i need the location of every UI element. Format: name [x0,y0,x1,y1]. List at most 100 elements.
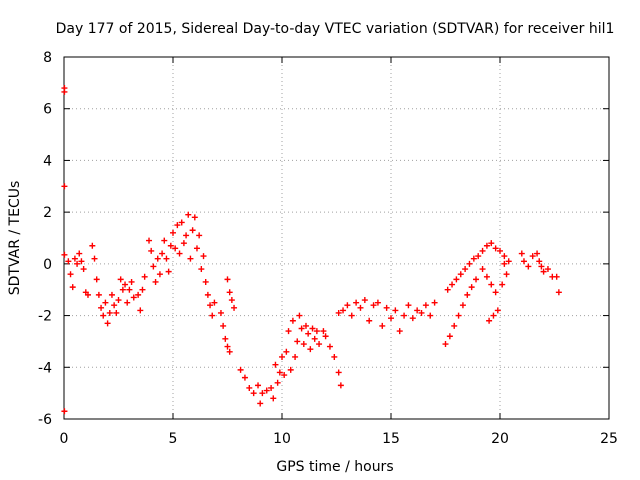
data-point-marker [396,328,403,335]
data-point [150,263,157,270]
data-point [492,289,499,296]
data-point [185,211,192,218]
data-point-marker [161,237,168,244]
x-tick-label: 15 [382,431,400,447]
data-point-marker [91,255,98,262]
data-point [187,255,194,262]
data-point-marker [172,245,179,252]
axis-ticks: 0 5 10 15 20 25 -6 -4 -2 0 2 4 6 8 [38,50,618,447]
data-point [241,374,248,381]
data-point-marker [529,253,536,260]
data-point-marker [536,258,543,265]
data-point [287,366,294,373]
data-point [228,297,235,304]
data-point-marker [499,281,506,288]
data-point-marker [61,251,68,258]
data-point [462,266,469,273]
data-point [174,222,181,229]
data-point-marker [228,297,235,304]
data-point [348,312,355,319]
data-point-marker [294,338,301,345]
data-point [198,266,205,273]
data-point [207,302,214,309]
data-point-marker [209,312,216,319]
data-point-marker [340,307,347,314]
y-tick-label: 8 [43,50,52,66]
data-point [167,242,174,249]
data-point-marker [135,291,142,298]
data-point [457,271,464,278]
data-point [294,338,301,345]
data-point [505,258,512,265]
data-point-marker [479,247,486,254]
data-point [525,263,532,270]
data-point-marker [370,302,377,309]
data-point-marker [185,211,192,218]
data-point-marker [154,255,161,262]
data-point [217,309,224,316]
data-point [246,384,253,391]
data-point [84,291,91,298]
data-point-marker [276,369,283,376]
data-point-marker [353,299,360,306]
data-point [492,245,499,252]
y-tick-label: 0 [43,257,52,273]
data-point-marker [84,291,91,298]
data-point [499,281,506,288]
data-point [455,312,462,319]
data-point [226,348,233,355]
data-point-marker [466,260,473,267]
data-point [444,286,451,293]
data-point [431,299,438,306]
data-point [220,322,227,329]
data-point [196,232,203,239]
data-point-marker [427,312,434,319]
data-point-marker [540,268,547,275]
data-point [146,237,153,244]
data-point-marker [263,387,270,394]
data-point [534,250,541,257]
data-point [383,304,390,311]
data-point [479,247,486,254]
data-point [335,369,342,376]
data-point [311,335,318,342]
data-point [102,299,109,306]
data-point-marker [80,266,87,273]
data-point-marker [379,322,386,329]
data-point [326,343,333,350]
data-point-marker [150,263,157,270]
data-point [538,263,545,270]
data-point [453,276,460,283]
data-point-marker [444,286,451,293]
data-point-marker [174,222,181,229]
data-point [285,328,292,335]
data-point [451,322,458,329]
data-point [289,317,296,324]
data-point [237,366,244,373]
data-point-marker [409,315,416,322]
data-point-marker [388,315,394,322]
data-point [464,291,471,298]
data-point-marker [102,299,109,306]
data-point-marker [111,302,118,309]
data-point-marker [459,302,466,309]
data-point-marker [414,307,421,314]
data-point-marker [222,335,229,342]
y-tick-label: 2 [43,205,52,221]
data-point [370,302,377,309]
data-point-marker [141,273,148,280]
data-point [111,302,118,309]
data-point-marker [442,341,449,348]
data-point-marker [418,309,425,316]
data-point [555,289,562,296]
data-point [296,312,303,319]
data-point [483,273,490,280]
data-point [108,291,115,298]
data-point [422,302,429,309]
data-point [536,258,543,265]
data-point-marker [146,237,153,244]
data-point-marker [259,390,266,397]
data-point [272,361,279,368]
data-point [139,286,146,293]
data-point [281,372,288,379]
